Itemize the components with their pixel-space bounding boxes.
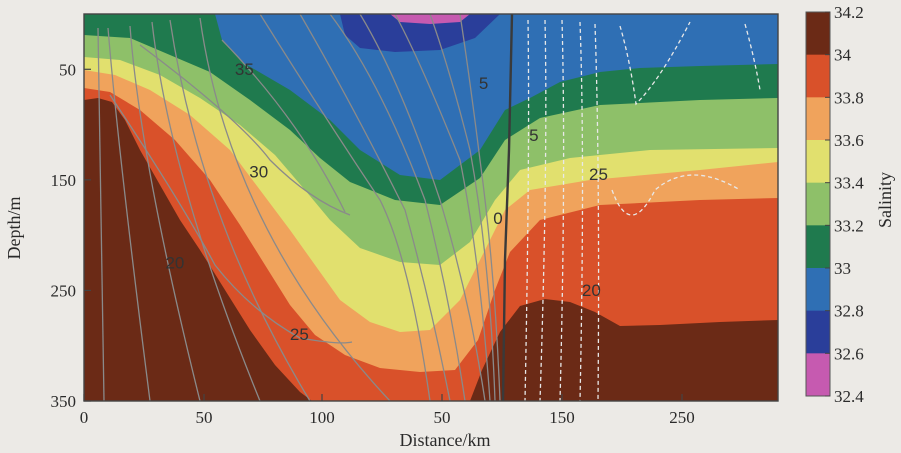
colorbar-swatch xyxy=(806,225,830,269)
salinity-band-magenta xyxy=(390,14,470,24)
colorbar-tick-label: 33 xyxy=(834,259,851,278)
colorbar-swatch xyxy=(806,12,830,56)
colorbar-frame xyxy=(805,11,831,397)
salinity-band-dark-blue xyxy=(340,14,500,52)
x-tick-label: 250 xyxy=(669,408,695,427)
contour-label: 20 xyxy=(165,253,184,272)
contour-label: 0 xyxy=(493,209,502,228)
colorbar-tick-label: 33.6 xyxy=(834,131,864,150)
colorbar-swatch xyxy=(806,268,830,312)
x-axis: 0 50 100 50 150 250 xyxy=(80,394,695,427)
colorbar-title: Salinity xyxy=(875,172,895,228)
y-tick-label: 350 xyxy=(51,392,77,411)
colorbar-tick-label: 34.2 xyxy=(834,3,864,22)
contour-label: 5 xyxy=(479,74,488,93)
contour-labels: 35 30 25 20 5 0 5 25 20 xyxy=(165,60,608,344)
contour-lines-left xyxy=(97,14,501,401)
colorbar-tick-label: 33.4 xyxy=(834,174,864,193)
contour-line-zero xyxy=(501,14,514,401)
y-axis: 50 150 250 350 xyxy=(51,60,91,411)
colorbar-tick-label: 34 xyxy=(834,46,852,65)
y-axis-title: Depth/m xyxy=(4,197,24,260)
contour-label: 35 xyxy=(235,60,254,79)
colorbar-tick-label: 33.2 xyxy=(834,216,864,235)
x-axis-title: Distance/km xyxy=(400,430,491,450)
colorbar-tick-label: 33.8 xyxy=(834,88,864,107)
x-tick-label: 50 xyxy=(196,408,213,427)
contour-label: 20 xyxy=(582,281,601,300)
contour-label: 25 xyxy=(589,165,608,184)
colorbar-swatch xyxy=(806,353,830,397)
contour-label: 5 xyxy=(529,126,538,145)
y-tick-label: 250 xyxy=(51,281,77,300)
contour-lines-right xyxy=(524,19,761,401)
colorbar: 34.2 34 33.8 33.6 33.4 33.2 33 32.8 32.6 32.4 xyxy=(805,3,864,406)
colorbar-swatch xyxy=(806,182,830,226)
colorbar-tick-label: 32.6 xyxy=(834,344,864,363)
x-tick-label: 50 xyxy=(434,408,451,427)
colorbar-swatch xyxy=(806,310,830,354)
x-tick-label: 150 xyxy=(549,408,575,427)
colorbar-tick-label: 32.4 xyxy=(834,387,864,406)
colorbar-swatch xyxy=(806,54,830,98)
colorbar-swatch xyxy=(806,140,830,184)
salinity-band-brown-right xyxy=(470,299,778,401)
contour-label: 25 xyxy=(290,325,309,344)
plot-frame xyxy=(83,13,779,402)
x-tick-label: 0 xyxy=(80,408,89,427)
contour-label: 30 xyxy=(249,163,268,182)
colorbar-swatch xyxy=(806,97,830,141)
y-tick-label: 50 xyxy=(59,60,76,79)
plot-area: 35 30 25 20 5 0 5 25 20 xyxy=(84,14,778,401)
y-tick-label: 150 xyxy=(51,171,77,190)
colorbar-tick-label: 32.8 xyxy=(834,302,864,321)
x-tick-label: 100 xyxy=(309,408,335,427)
